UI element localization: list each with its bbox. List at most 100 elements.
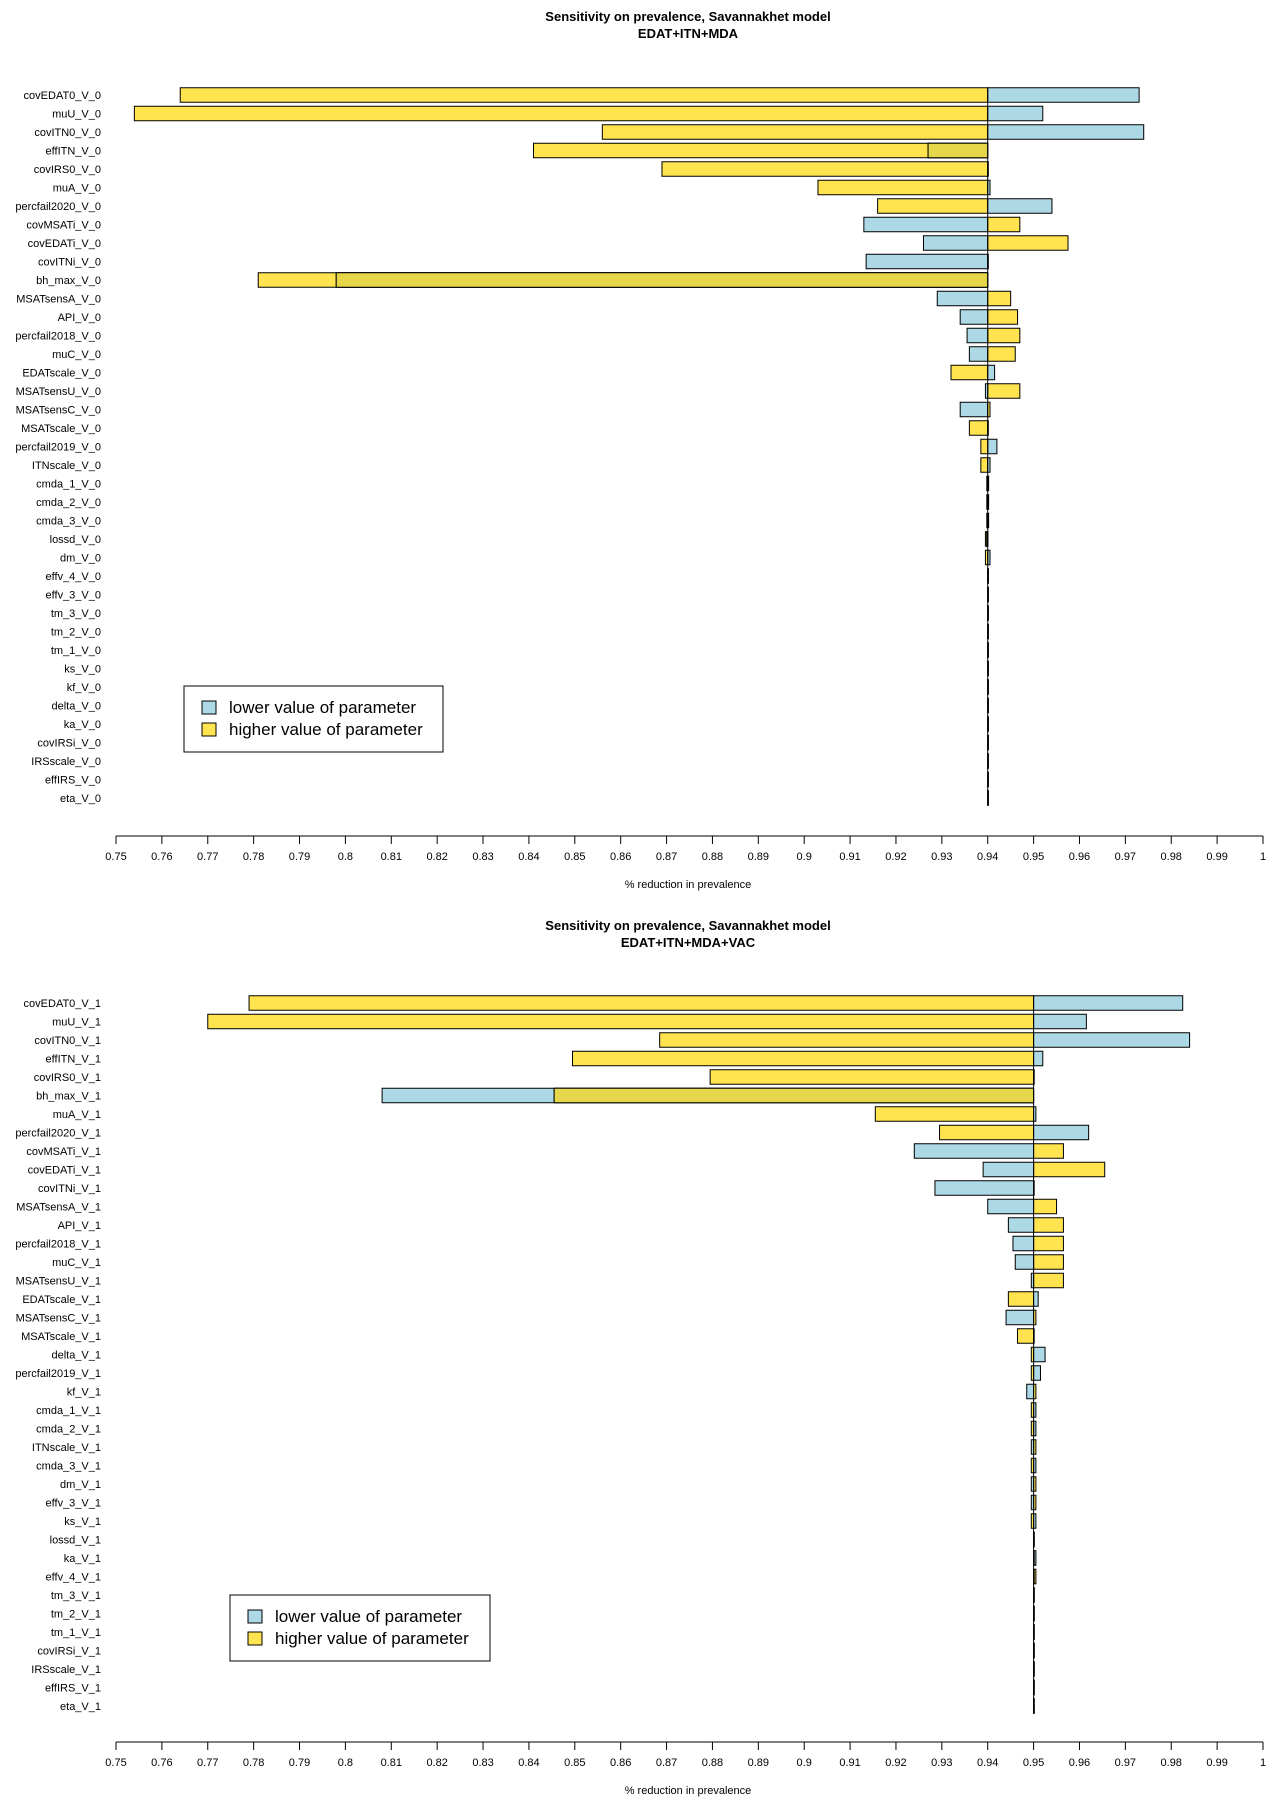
- y-tick-label: MSATsensU_V_1: [16, 1276, 101, 1288]
- x-tick-label: 0.88: [702, 851, 723, 863]
- bar-higher: [248, 995, 1035, 1011]
- bar-higher: [179, 87, 989, 103]
- y-tick-label: effIRS_V_0: [45, 775, 101, 787]
- x-tick-label: 0.99: [1206, 851, 1227, 863]
- y-tick-label: API_V_0: [58, 312, 101, 324]
- x-tick-label: 1: [1260, 1757, 1266, 1769]
- y-tick-label: IRSscale_V_0: [31, 756, 101, 768]
- bar-higher: [207, 1013, 1035, 1030]
- bar-higher: [987, 383, 1021, 399]
- y-tick-label: covITNi_V_1: [38, 1183, 101, 1195]
- bar-higher: [1007, 1291, 1035, 1307]
- y-tick-label: covMSATi_V_1: [26, 1146, 101, 1158]
- x-tick-label: 0.91: [839, 1757, 860, 1769]
- legend-label: higher value of parameter: [229, 720, 423, 739]
- legend-swatch: [201, 722, 217, 737]
- bar-higher: [987, 346, 1016, 362]
- y-tick-label: delta_V_1: [51, 1350, 101, 1362]
- chart-title: Sensitivity on prevalence, Savannakhet m…: [545, 918, 830, 933]
- legend-box: [229, 1594, 491, 1662]
- bar-lower: [987, 87, 1140, 103]
- y-tick-label: EDATscale_V_0: [22, 368, 101, 380]
- x-axis-label: % reduction in prevalence: [625, 879, 752, 891]
- bar-lower: [1033, 1365, 1041, 1381]
- y-tick-label: effITN_V_0: [46, 146, 101, 158]
- x-tick-label: 1: [1260, 851, 1266, 863]
- bar-higher: [939, 1124, 1035, 1141]
- y-tick-label: muU_V_0: [52, 109, 101, 121]
- x-tick-label: 0.91: [839, 851, 860, 863]
- y-tick-label: tm_2_V_1: [51, 1609, 101, 1621]
- x-axis-label: % reduction in prevalence: [625, 1785, 752, 1797]
- chart-subtitle: EDAT+ITN+MDA+VAC: [621, 935, 756, 950]
- x-tick-label: 0.98: [1161, 1757, 1182, 1769]
- bar-lower: [987, 198, 1053, 214]
- x-tick-label: 0.77: [197, 1757, 218, 1769]
- y-tick-label: bh_max_V_0: [36, 275, 101, 287]
- y-tick-label: IRSscale_V_1: [31, 1664, 101, 1676]
- bar-lower: [1033, 1346, 1046, 1363]
- x-tick-label: 0.96: [1069, 1757, 1090, 1769]
- y-tick-label: tm_3_V_0: [51, 608, 101, 620]
- y-tick-label: covIRS0_V_0: [34, 164, 101, 176]
- y-tick-label: effIRS_V_1: [45, 1683, 101, 1695]
- bar-higher: [572, 1050, 1035, 1067]
- y-tick-label: percfail2019_V_1: [15, 1368, 101, 1380]
- bar-lower: [865, 253, 989, 270]
- y-tick-label: effv_3_V_1: [46, 1498, 101, 1510]
- x-tick-label: 0.87: [656, 1757, 677, 1769]
- bar-higher: [601, 124, 989, 140]
- bar-higher: [874, 1106, 1035, 1122]
- y-tick-label: muC_V_1: [52, 1257, 101, 1269]
- x-tick-label: 0.97: [1115, 1757, 1136, 1769]
- x-tick-label: 0.83: [472, 851, 493, 863]
- x-tick-label: 0.85: [564, 851, 585, 863]
- y-tick-label: dm_V_0: [60, 553, 101, 565]
- bar-higher: [987, 327, 1021, 344]
- y-tick-label: covIRS0_V_1: [34, 1072, 101, 1084]
- bar-lower: [1033, 1013, 1087, 1030]
- bar-lower: [1014, 1254, 1035, 1270]
- bar-lower: [1033, 1124, 1090, 1141]
- bar-lower: [1007, 1217, 1035, 1233]
- y-tick-label: bh_max_V_1: [36, 1091, 101, 1103]
- chart-subtitle: EDAT+ITN+MDA: [638, 26, 739, 41]
- bar-lower: [1026, 1383, 1035, 1400]
- x-tick-label: 0.89: [748, 1757, 769, 1769]
- y-tick-label: covIRSi_V_0: [37, 738, 101, 750]
- y-tick-label: ITNscale_V_1: [32, 1442, 101, 1454]
- x-tick-label: 0.92: [885, 1757, 906, 1769]
- bar-higher: [968, 420, 989, 436]
- bar-lower: [966, 327, 989, 344]
- x-tick-label: 0.98: [1161, 851, 1182, 863]
- y-tick-label: lossd_V_1: [50, 1535, 101, 1547]
- bar-higher: [709, 1069, 1035, 1085]
- y-tick-label: covEDATi_V_1: [28, 1165, 101, 1177]
- y-tick-label: ka_V_1: [64, 1553, 101, 1565]
- legend-swatch: [201, 700, 217, 715]
- y-tick-label: percfail2018_V_1: [15, 1239, 101, 1251]
- bar-higher: [133, 105, 989, 122]
- y-tick-label: MSATscale_V_0: [21, 423, 101, 435]
- x-tick-label: 0.92: [885, 851, 906, 863]
- y-tick-label: MSATsensU_V_0: [16, 386, 101, 398]
- bar-lower: [959, 309, 989, 325]
- x-tick-label: 0.87: [656, 851, 677, 863]
- x-tick-label: 0.99: [1206, 1757, 1227, 1769]
- y-tick-label: covMSATi_V_0: [26, 220, 101, 232]
- bar-lower: [987, 438, 998, 455]
- x-tick-label: 0.9: [797, 851, 812, 863]
- bar-lower: [863, 216, 989, 233]
- y-tick-label: delta_V_0: [51, 701, 101, 713]
- y-tick-label: effv_3_V_0: [46, 590, 101, 602]
- y-tick-label: cmda_1_V_1: [36, 1405, 101, 1417]
- x-tick-label: 0.82: [426, 851, 447, 863]
- bar-lower: [1033, 1032, 1191, 1048]
- x-tick-label: 0.86: [610, 851, 631, 863]
- x-tick-label: 0.84: [518, 851, 539, 863]
- bar-higher: [1033, 1161, 1106, 1178]
- bar-higher: [987, 235, 1069, 251]
- y-tick-label: muA_V_1: [53, 1109, 101, 1121]
- y-tick-label: effv_4_V_0: [46, 571, 101, 583]
